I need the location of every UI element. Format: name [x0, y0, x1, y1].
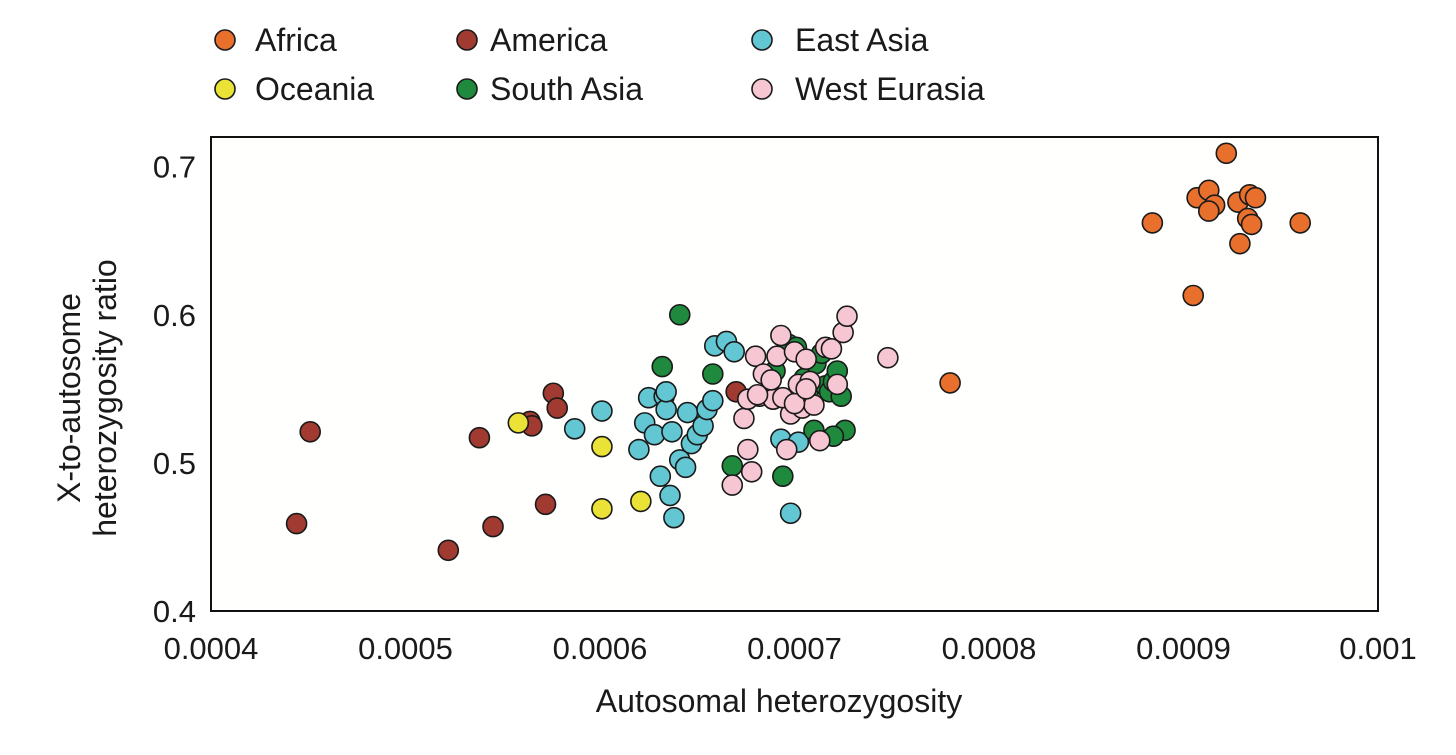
- point-america: [546, 397, 569, 419]
- point-west-eurasia: [795, 378, 817, 400]
- legend-label-oceania: Oceania: [255, 71, 374, 107]
- legend-marker-south-asia: [456, 78, 478, 100]
- point-west-eurasia: [746, 383, 769, 406]
- point-east-asia: [643, 423, 666, 446]
- point-africa: [1215, 142, 1238, 165]
- point-east-asia: [563, 418, 586, 440]
- point-east-asia: [628, 438, 650, 461]
- point-west-eurasia: [733, 407, 755, 430]
- legend-item-oceania: Oceania: [214, 71, 374, 107]
- point-oceania: [630, 490, 652, 513]
- legend-marker-oceania: [214, 78, 236, 100]
- legend-item-east-asia: East Asia: [751, 22, 929, 58]
- point-south-asia: [772, 465, 794, 488]
- legend-label-africa: Africa: [255, 22, 337, 58]
- point-east-asia: [723, 340, 746, 363]
- point-west-eurasia: [740, 460, 763, 483]
- x-tick-label: 0.001: [1339, 631, 1417, 666]
- point-west-eurasia: [737, 438, 759, 461]
- point-west-eurasia: [760, 369, 782, 391]
- legend-marker-west-eurasia: [751, 78, 773, 100]
- x-tick-label: 0.0009: [1136, 631, 1231, 666]
- point-africa: [1240, 213, 1263, 236]
- point-east-asia: [702, 389, 724, 412]
- point-west-eurasia: [808, 429, 831, 452]
- y-axis-ticks: 0.4 0.5 0.6 0.7: [153, 150, 196, 629]
- y-tick-label: 0.4: [153, 594, 196, 629]
- series-africa: [939, 142, 1311, 394]
- legend: Africa America East Asia Oceania South A…: [214, 22, 985, 107]
- point-america: [299, 420, 321, 443]
- point-west-eurasia: [826, 373, 849, 396]
- y-axis-title-line-1: X-to-autosome: [51, 293, 87, 503]
- x-tick-label: 0.0006: [553, 631, 648, 666]
- point-africa: [1229, 232, 1251, 255]
- point-oceania: [591, 497, 613, 520]
- legend-label-east-asia: East Asia: [795, 22, 929, 58]
- x-axis-ticks: 0.0004 0.0005 0.0006 0.0007 0.0008 0.0009 0.00…: [164, 631, 1417, 666]
- x-tick-label: 0.0007: [747, 631, 842, 666]
- x-tick-label: 0.0005: [358, 631, 453, 666]
- legend-label-west-eurasia: West Eurasia: [795, 71, 985, 107]
- x-tick-label: 0.0008: [942, 631, 1037, 666]
- point-america: [437, 539, 460, 562]
- legend-marker-east-asia: [751, 29, 773, 51]
- legend-item-africa: Africa: [214, 22, 337, 58]
- legend-item-west-eurasia: West Eurasia: [751, 71, 985, 107]
- y-tick-label: 0.5: [153, 446, 196, 481]
- point-america: [285, 512, 308, 535]
- point-west-eurasia: [770, 324, 792, 347]
- point-east-asia: [779, 502, 802, 525]
- point-africa: [939, 372, 961, 394]
- y-axis-title-line-2: heterozygosity ratio: [87, 259, 123, 536]
- point-east-asia: [674, 456, 697, 479]
- series-west-eurasia: [721, 305, 899, 496]
- point-oceania: [507, 412, 530, 434]
- point-west-eurasia: [795, 348, 817, 370]
- point-africa: [1141, 212, 1164, 234]
- point-west-eurasia: [783, 392, 806, 415]
- legend-marker-america: [456, 29, 478, 51]
- point-america: [482, 515, 504, 538]
- point-east-asia: [661, 420, 683, 443]
- point-america: [534, 493, 557, 516]
- series-oceania: [507, 412, 652, 520]
- point-west-eurasia: [836, 305, 858, 328]
- point-east-asia: [649, 465, 672, 488]
- point-west-eurasia: [766, 345, 788, 368]
- legend-label-south-asia: South Asia: [490, 71, 643, 107]
- data-points: [285, 142, 1311, 562]
- point-west-eurasia: [744, 345, 767, 368]
- point-africa: [1289, 212, 1311, 234]
- point-south-asia: [702, 363, 724, 385]
- point-east-asia: [655, 380, 677, 403]
- point-africa: [1244, 186, 1267, 209]
- point-east-asia: [591, 400, 613, 422]
- point-south-asia: [651, 355, 674, 378]
- point-south-asia: [721, 455, 744, 477]
- legend-item-america: America: [456, 22, 608, 58]
- point-south-asia: [668, 303, 691, 326]
- point-west-eurasia: [820, 338, 843, 360]
- point-west-eurasia: [775, 438, 798, 461]
- legend-marker-africa: [214, 29, 236, 51]
- legend-label-america: America: [490, 22, 608, 58]
- y-axis-title: X-to-autosome heterozygosity ratio: [51, 259, 123, 536]
- point-america: [468, 426, 491, 449]
- point-east-asia: [659, 484, 681, 507]
- x-axis-title: Autosomal heterozygosity: [596, 683, 962, 719]
- point-africa: [1182, 284, 1205, 307]
- x-tick-label: 0.0004: [164, 631, 259, 666]
- point-west-eurasia: [721, 474, 744, 496]
- point-africa: [1197, 200, 1220, 222]
- point-east-asia: [663, 506, 685, 529]
- point-west-eurasia: [877, 346, 899, 369]
- y-tick-label: 0.7: [153, 150, 196, 185]
- point-oceania: [591, 435, 613, 458]
- legend-item-south-asia: South Asia: [456, 71, 643, 107]
- y-tick-label: 0.6: [153, 298, 196, 333]
